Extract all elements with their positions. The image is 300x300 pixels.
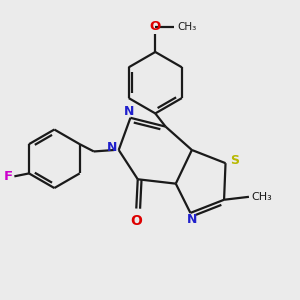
Text: O: O [130,214,142,228]
Text: CH₃: CH₃ [177,22,196,32]
Text: N: N [107,141,118,154]
Text: N: N [187,213,197,226]
Text: S: S [230,154,239,167]
Text: O: O [150,20,161,33]
Text: CH₃: CH₃ [252,192,273,202]
Text: N: N [124,105,134,118]
Text: F: F [4,170,13,183]
